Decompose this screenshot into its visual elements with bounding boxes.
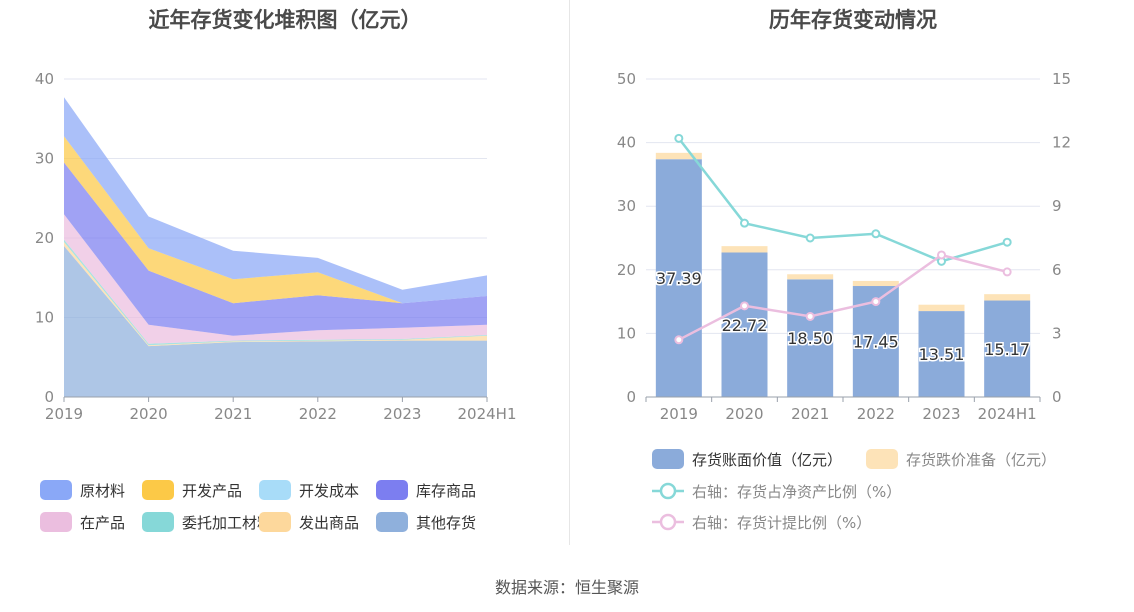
- legend-label: 其他存货: [416, 514, 476, 532]
- y-tick-label-left: 0: [626, 388, 636, 406]
- y-tick-label-right: 9: [1052, 197, 1062, 215]
- bar-value-label: 37.39: [656, 269, 702, 288]
- bar-book-value: [787, 279, 834, 397]
- legend-label: 在产品: [80, 514, 125, 532]
- x-tick-label: 2023: [383, 405, 421, 423]
- y-tick-label-left: 10: [617, 324, 636, 342]
- line-point: [674, 133, 684, 143]
- legend-swatch: [866, 449, 898, 469]
- line-series: [678, 253, 1008, 341]
- bar-impairment: [787, 274, 834, 280]
- area-series: [64, 136, 487, 304]
- legend-label: 存货跌价准备（亿元）: [906, 451, 1056, 469]
- bar-impairment: [655, 152, 702, 160]
- legend-label: 右轴：存货计提比例（%）: [692, 514, 871, 532]
- y-tick-label: 0: [44, 388, 54, 406]
- legend-swatch: [142, 480, 174, 500]
- y-tick-label-left: 50: [617, 70, 636, 88]
- area-series: [64, 246, 487, 397]
- line-point: [805, 233, 815, 243]
- x-tick-label: 2022: [857, 405, 895, 423]
- x-tick-label: 2020: [130, 405, 168, 423]
- legend-swatch: [142, 512, 174, 532]
- y-tick-label-right: 15: [1052, 70, 1071, 88]
- y-tick-label: 20: [35, 229, 54, 247]
- legend-swatch: [652, 449, 684, 469]
- y-tick-label: 40: [35, 70, 54, 88]
- y-tick-label-right: 12: [1052, 134, 1071, 152]
- area-series: [64, 214, 487, 344]
- legend-marker: [659, 513, 677, 531]
- x-tick-label: 2023: [922, 405, 960, 423]
- bar-impairment: [984, 294, 1031, 301]
- legend-label: 发出商品: [299, 514, 359, 532]
- line-point: [674, 335, 684, 345]
- legend-label: 原材料: [80, 482, 125, 500]
- legend-label: 开发产品: [182, 482, 242, 500]
- area-series: [64, 97, 487, 304]
- x-tick-label: 2024H1: [978, 405, 1037, 423]
- x-tick-label: 2021: [214, 405, 252, 423]
- bar-value-label: 17.45: [853, 333, 899, 352]
- x-tick-label: 2019: [45, 405, 83, 423]
- x-tick-label: 2019: [660, 405, 698, 423]
- legend-swatch: [376, 480, 408, 500]
- legend-swatch: [40, 480, 72, 500]
- legend-label: 右轴：存货占净资产比例（%）: [692, 483, 901, 501]
- legend-label: 委托加工材料: [182, 514, 272, 532]
- x-tick-label: 2022: [299, 405, 337, 423]
- legend-swatch: [259, 480, 291, 500]
- y-tick-label: 30: [35, 150, 54, 168]
- legend-swatch: [376, 512, 408, 532]
- x-tick-label: 2024H1: [458, 405, 517, 423]
- line-point: [805, 311, 815, 321]
- legend-label: 开发成本: [299, 482, 359, 500]
- bar-impairment: [721, 246, 768, 253]
- bar-book-value: [721, 252, 768, 397]
- y-tick-label-left: 30: [617, 197, 636, 215]
- bar-line-chart: 0 10 20 30 40 50 0 3 6 9 12 15 2019 2020 2021 2022 2023 2…: [617, 70, 1071, 532]
- left-chart-title: 近年存货变化堆积图（亿元）: [148, 8, 422, 32]
- y-tick-label: 10: [35, 309, 54, 327]
- data-source: 数据来源：恒生聚源: [494, 578, 639, 597]
- panel-divider: [569, 0, 570, 545]
- legend-label: 库存商品: [416, 482, 476, 500]
- y-tick-label-right: 0: [1052, 388, 1062, 406]
- line-point: [740, 301, 749, 311]
- bar-book-value: [655, 159, 702, 397]
- y-tick-label-right: 3: [1052, 324, 1062, 342]
- stacked-area-chart: 0 10 20 30 40 2019 2020 2021 2022 2023 2024H1 原材料 开发…: [35, 70, 517, 532]
- legend-label: 存货账面价值（亿元）: [692, 451, 842, 469]
- y-tick-label-left: 40: [617, 134, 636, 152]
- bar-impairment: [918, 304, 965, 312]
- area-series: [64, 162, 487, 336]
- line-point: [871, 297, 881, 307]
- right-chart-title: 历年存货变动情况: [769, 8, 937, 32]
- line-point: [740, 218, 749, 228]
- bar-value-label: 22.72: [722, 316, 768, 335]
- y-tick-label-right: 6: [1052, 261, 1062, 279]
- y-tick-label-left: 20: [617, 261, 636, 279]
- legend-marker: [659, 482, 677, 500]
- x-tick-label: 2020: [725, 405, 763, 423]
- bar-book-value: [918, 311, 965, 397]
- line-point: [1002, 267, 1012, 277]
- bar-value-label: 13.51: [919, 345, 965, 364]
- legend-swatch: [259, 512, 291, 532]
- line-series: [677, 137, 1008, 263]
- line-point: [871, 229, 881, 239]
- x-tick-label: 2021: [791, 405, 829, 423]
- legend-swatch: [40, 512, 72, 532]
- bar-book-value: [984, 300, 1031, 397]
- bar-value-label: 15.17: [984, 340, 1030, 359]
- line-point: [1002, 237, 1012, 247]
- line-point: [937, 250, 946, 260]
- bar-impairment: [852, 280, 899, 287]
- bar-value-label: 18.50: [787, 329, 833, 348]
